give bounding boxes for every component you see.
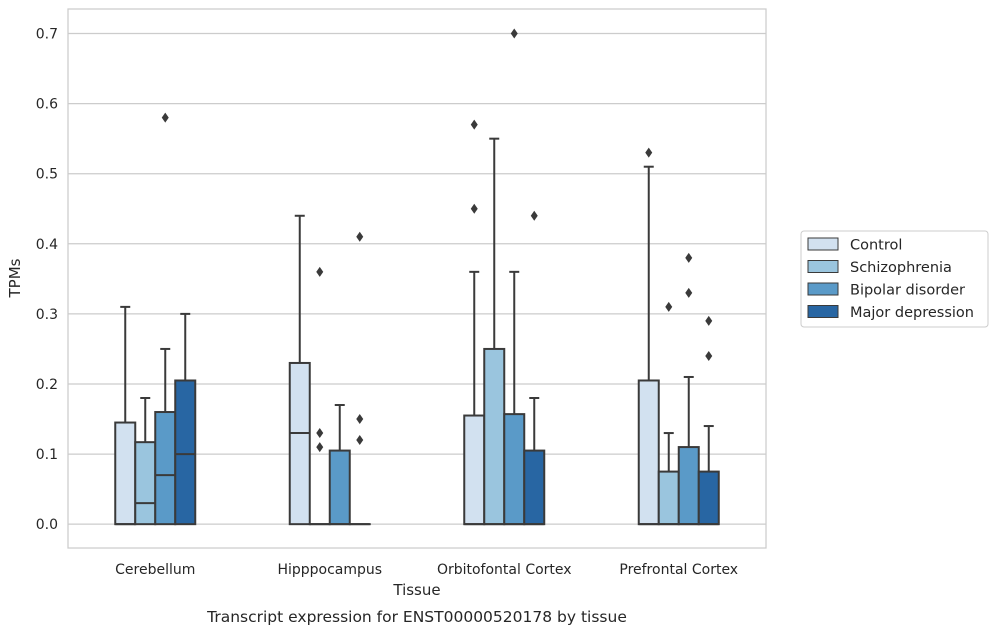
iqr-box — [659, 472, 679, 525]
legend-label: Major depression — [850, 305, 974, 321]
iqr-box — [175, 380, 195, 524]
legend-label: Control — [850, 238, 902, 254]
y-tick-label: 0.0 — [36, 517, 58, 533]
iqr-box — [330, 451, 350, 525]
y-tick-label: 0.5 — [36, 167, 58, 183]
legend-label: Bipolar disorder — [850, 283, 965, 299]
x-axis-label: Tissue — [392, 581, 440, 599]
iqr-box — [504, 414, 524, 524]
y-tick-label: 0.3 — [36, 307, 58, 323]
y-tick-label: 0.6 — [36, 97, 58, 113]
y-tick-label: 0.4 — [36, 237, 58, 253]
figure-caption: Transcript expression for ENST0000052017… — [206, 608, 627, 626]
iqr-box — [639, 380, 659, 524]
legend-swatch — [808, 306, 838, 318]
y-tick-label: 0.7 — [36, 27, 58, 43]
legend: Control Schizophrenia Bipolar disorder Majo… — [801, 231, 988, 327]
legend-swatch — [808, 238, 838, 250]
iqr-box — [484, 349, 504, 524]
legend-label: Schizophrenia — [850, 260, 952, 276]
iqr-box — [290, 363, 310, 524]
iqr-box — [679, 447, 699, 524]
x-tick-label: Orbitofontal Cortex — [437, 562, 572, 578]
iqr-box — [464, 416, 484, 525]
iqr-box — [135, 442, 155, 524]
x-tick-label: Hipppocampus — [277, 562, 382, 578]
iqr-box — [115, 423, 135, 525]
iqr-box — [699, 472, 719, 525]
y-axis-label: TPMs — [6, 258, 24, 298]
legend-swatch — [808, 283, 838, 295]
y-tick-label: 0.1 — [36, 447, 58, 463]
iqr-box — [155, 412, 175, 524]
y-tick-label: 0.2 — [36, 377, 58, 393]
x-tick-labels: Cerebellum Hipppocampus Orbitofontal Corte… — [115, 562, 738, 578]
y-tick-labels: 0.0 0.1 0.2 0.3 0.4 0.5 0.6 0.7 — [36, 27, 58, 534]
legend-swatch — [808, 261, 838, 273]
x-tick-label: Cerebellum — [115, 562, 195, 578]
iqr-box — [524, 451, 544, 525]
x-tick-label: Prefrontal Cortex — [619, 562, 738, 578]
